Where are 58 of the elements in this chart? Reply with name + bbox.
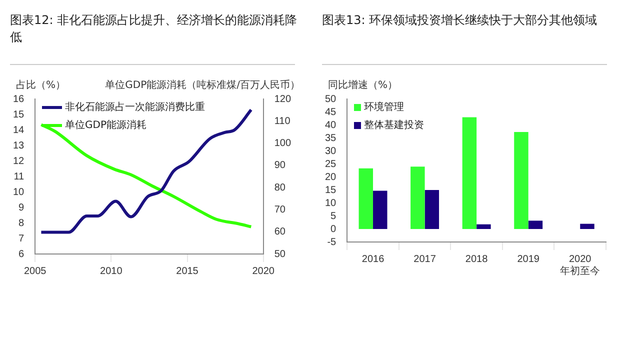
y-tick-label: 5 [330,210,337,222]
bar [410,166,425,229]
y-tick-label: 15 [13,109,25,120]
y-tick-label: 16 [13,94,25,105]
y-tick-label: 14 [13,124,25,136]
y-tick-label: 0 [330,224,337,235]
y-tick-label: 30 [325,146,337,157]
x-tick-label: 2018 [465,254,488,265]
y2-tick-label: 100 [274,138,292,150]
bar [373,190,388,229]
y-axis-title: 占比（%） [16,78,66,92]
y2-tick-label: 90 [274,160,286,172]
y-tick-label: 6 [18,248,25,260]
x-tick-label: 2019 [517,254,540,265]
y-tick-label: 10 [13,186,25,198]
y-tick-label: 10 [325,198,337,209]
bar [514,132,528,229]
chart-title: 图表12: 非化石能源占比提升、经济增长的能源消耗降低 [10,12,298,46]
legend-label: 环境管理 [364,100,404,114]
legend-label: 非化石能源占一次能源消费比重 [65,100,205,114]
y2-tick-label: 110 [274,116,291,127]
y2-tick-label: 70 [274,204,286,216]
y2-tick-label: 50 [274,248,286,260]
x-tick-label: 2020 年初至今 [560,254,600,277]
y-tick-label: 9 [18,202,25,214]
y2-tick-label: 120 [274,94,292,105]
legend-label: 整体基建投资 [364,118,424,132]
x-tick-label: 2016 [362,254,385,265]
y2-axis-title: 单位GDP能源消耗（吨标准煤/百万人民币） [105,78,300,92]
y-tick-label: 40 [325,120,337,131]
y-tick-label: 50 [325,94,337,105]
bar [476,224,491,229]
y-tick-label: 15 [325,184,337,196]
y-tick-label: 20 [325,172,337,183]
legend-label: 单位GDP能源消耗 [65,118,146,132]
bar [424,190,440,229]
y-tick-label: 7 [18,233,25,244]
bar [580,224,594,229]
bar [528,220,543,229]
y-tick-label: 8 [18,218,25,229]
chart-title: 图表13: 环保领域投资增长继续快于大部分其他领域 [322,12,598,29]
y-tick-label: -5 [327,236,337,248]
y-tick-label: 12 [13,156,25,167]
y2-tick-label: 80 [274,182,286,194]
x-tick-label: 2005 [24,266,47,277]
x-tick-label: 2010 [100,266,123,277]
y-tick-label: 35 [325,132,337,144]
y-axis-title: 同比增速（%） [328,78,398,92]
y2-tick-label: 60 [274,226,286,238]
x-tick-label: 2015 [176,266,199,277]
x-tick-label: 2020 [252,266,275,277]
y-tick-label: 13 [13,140,25,152]
bar [462,117,477,229]
y-tick-label: 11 [14,171,25,182]
x-tick-label: 2017 [414,254,436,265]
bar [358,168,374,229]
y-tick-label: 25 [325,158,337,170]
y-tick-label: 45 [325,106,337,118]
